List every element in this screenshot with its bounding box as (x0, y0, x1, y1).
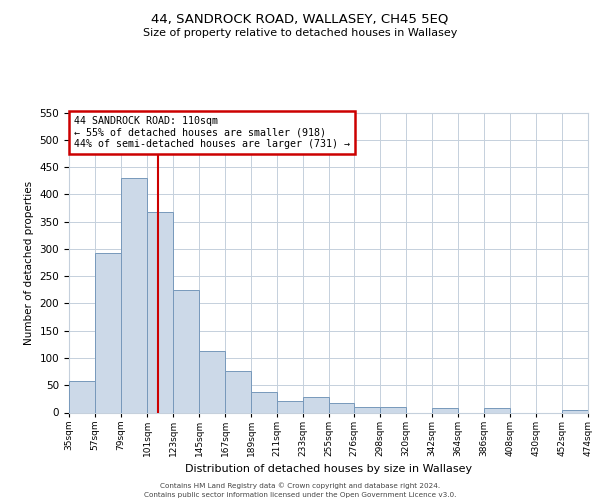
Bar (147, 212, 173, 412)
Bar (329, 403, 354, 412)
Text: Contains HM Land Registry data © Crown copyright and database right 2024.: Contains HM Land Registry data © Crown c… (160, 482, 440, 489)
Bar (121, 178, 147, 412)
Bar (484, 408, 510, 412)
X-axis label: Distribution of detached houses by size in Wallasey: Distribution of detached houses by size … (185, 464, 472, 474)
Bar (354, 407, 380, 412)
Text: 44 SANDROCK ROAD: 110sqm
← 55% of detached houses are smaller (918)
44% of semi-: 44 SANDROCK ROAD: 110sqm ← 55% of detach… (74, 116, 350, 148)
Bar (432, 408, 458, 412)
Bar (95, 252, 121, 412)
Text: 44, SANDROCK ROAD, WALLASEY, CH45 5EQ: 44, SANDROCK ROAD, WALLASEY, CH45 5EQ (151, 12, 449, 26)
Bar (277, 401, 303, 412)
Bar (225, 371, 251, 412)
Text: Size of property relative to detached houses in Wallasey: Size of property relative to detached ho… (143, 28, 457, 38)
Bar (303, 396, 329, 412)
Bar (69, 382, 95, 412)
Bar (380, 407, 406, 412)
Bar (173, 290, 199, 412)
Text: Contains public sector information licensed under the Open Government Licence v3: Contains public sector information licen… (144, 492, 456, 498)
Bar (562, 410, 588, 412)
Y-axis label: Number of detached properties: Number of detached properties (24, 180, 34, 344)
Bar (251, 392, 277, 412)
Bar (199, 351, 225, 412)
